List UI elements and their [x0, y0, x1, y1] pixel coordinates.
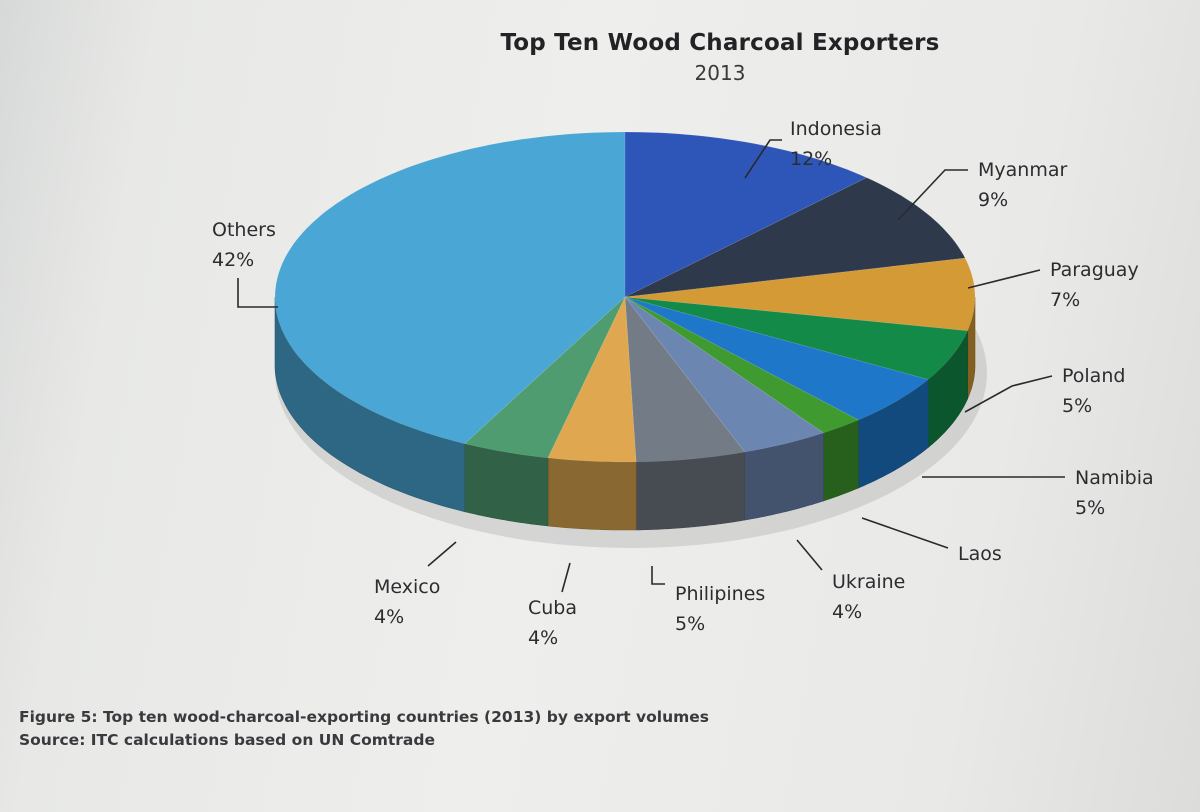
- slice-label-poland: Poland: [1062, 365, 1125, 387]
- pie-labels: Indonesia 12% Myanmar 9% Paraguay 7% Poland 5% N…: [212, 118, 1154, 649]
- pie-sides: [274, 296, 976, 531]
- slice-label-paraguay: Paraguay: [1050, 259, 1139, 281]
- slice-value-mexico: 4%: [374, 606, 404, 628]
- leader-line-paraguay: [967, 269, 1041, 289]
- leader-line-laos: [861, 517, 949, 549]
- slice-value-others: 42%: [212, 249, 254, 271]
- figure-caption: Figure 5: Top ten wood-charcoal-exportin…: [19, 708, 710, 726]
- slice-label-philipines: Philipines: [675, 583, 765, 605]
- leader-line-myanmar: [897, 169, 968, 221]
- leader-line-others: [237, 278, 278, 308]
- slice-label-others: Others: [212, 219, 276, 241]
- pie-slice-indonesia: [624, 131, 868, 298]
- slice-value-paraguay: 7%: [1050, 289, 1080, 311]
- pie-slices: [274, 131, 976, 463]
- pie-slice-cuba: [547, 295, 637, 463]
- pie-side-laos: [823, 419, 859, 502]
- slice-label-indonesia: Indonesia: [790, 118, 882, 140]
- leader-line-ukraine: [796, 539, 823, 571]
- slice-value-ukraine: 4%: [832, 601, 862, 623]
- slice-label-myanmar: Myanmar: [978, 159, 1067, 181]
- slice-label-mexico: Mexico: [374, 576, 440, 598]
- slice-value-namibia: 5%: [1075, 497, 1105, 519]
- pie-slice-ukraine: [624, 296, 825, 453]
- pie-slice-laos: [624, 296, 860, 434]
- leader-line-mexico: [427, 541, 457, 567]
- slice-label-cuba: Cuba: [528, 597, 577, 619]
- slice-value-poland: 5%: [1062, 395, 1092, 417]
- pie-side-others: [274, 296, 465, 513]
- pie-slice-philipines: [624, 295, 746, 463]
- pie-slice-others: [274, 131, 626, 445]
- chart-title: Top Ten Wood Charcoal Exporters: [500, 30, 940, 56]
- slice-label-namibia: Namibia: [1075, 467, 1154, 489]
- pie-side-philipines: [635, 451, 745, 531]
- slice-value-indonesia: 12%: [790, 148, 832, 170]
- pie-side-cuba: [547, 457, 637, 531]
- pie-slice-myanmar: [624, 177, 966, 298]
- pie-slice-paraguay: [624, 257, 976, 332]
- source-caption: Source: ITC calculations based on UN Com…: [19, 731, 435, 749]
- slice-value-cuba: 4%: [528, 627, 558, 649]
- leader-line-philipines: [651, 566, 665, 585]
- slice-value-myanmar: 9%: [978, 189, 1008, 211]
- slice-label-laos: Laos: [958, 543, 1002, 565]
- leader-line-indonesia: [744, 139, 782, 179]
- slice-label-ukraine: Ukraine: [832, 571, 905, 593]
- leader-line-cuba: [561, 562, 571, 593]
- pie-slice-mexico: [463, 296, 626, 459]
- pie-slice-namibia: [624, 296, 929, 421]
- chart-subtitle: 2013: [694, 61, 746, 85]
- slice-value-philipines: 5%: [675, 613, 705, 635]
- leader-line-poland: [964, 375, 1053, 413]
- pie-slice-poland: [624, 296, 969, 380]
